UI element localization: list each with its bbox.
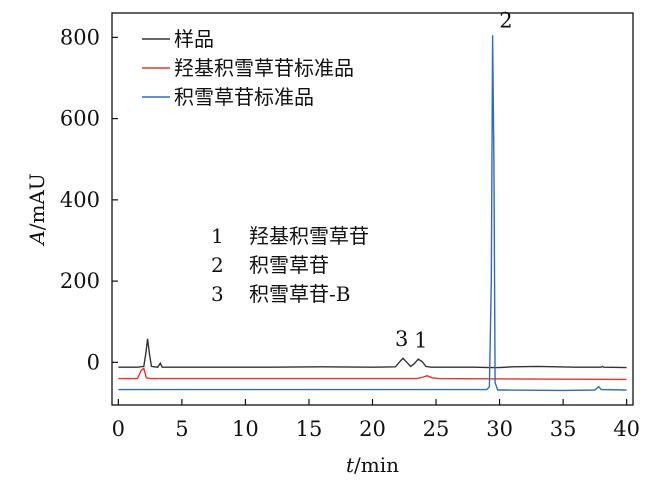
y-tick-label: 200: [60, 269, 100, 293]
series-line-0: [118, 338, 627, 369]
peak-key-text: 积雪草苷-B: [249, 282, 350, 306]
peak-label-2: 2: [499, 8, 512, 32]
x-tick-label: 20: [359, 417, 386, 441]
legend-entry-0: 样品: [174, 27, 214, 51]
x-tick-label: 30: [486, 417, 513, 441]
x-axis-label: t/min: [346, 453, 399, 477]
x-tick-label: 40: [613, 417, 640, 441]
peak-key-text: 羟基积雪草苷: [249, 224, 369, 248]
y-tick-label: 400: [60, 188, 100, 212]
y-tick-label: 600: [60, 107, 100, 131]
y-tick-label: 0: [87, 350, 100, 374]
legend-entry-1: 羟基积雪草苷标准品: [174, 56, 354, 80]
x-tick-label: 0: [112, 417, 125, 441]
y-tick-label: 800: [60, 25, 100, 49]
peak-key-number: 2: [211, 253, 224, 277]
x-tick-label: 5: [175, 417, 188, 441]
x-tick-label: 35: [550, 417, 577, 441]
y-axis-label: A/mAU: [25, 173, 49, 246]
peak-key-number: 1: [211, 224, 224, 248]
series-line-1: [118, 367, 627, 381]
x-tick-label: 25: [423, 417, 450, 441]
peak-key-text: 积雪草苷: [249, 253, 329, 277]
peak-label-3: 3: [395, 327, 408, 351]
peak-key-number: 3: [211, 282, 224, 306]
series-line-2: [118, 35, 627, 392]
legend-entry-2: 积雪草苷标准品: [174, 85, 314, 109]
x-tick-label: 10: [232, 417, 259, 441]
peak-label-1: 1: [414, 328, 427, 352]
x-tick-label: 15: [296, 417, 323, 441]
